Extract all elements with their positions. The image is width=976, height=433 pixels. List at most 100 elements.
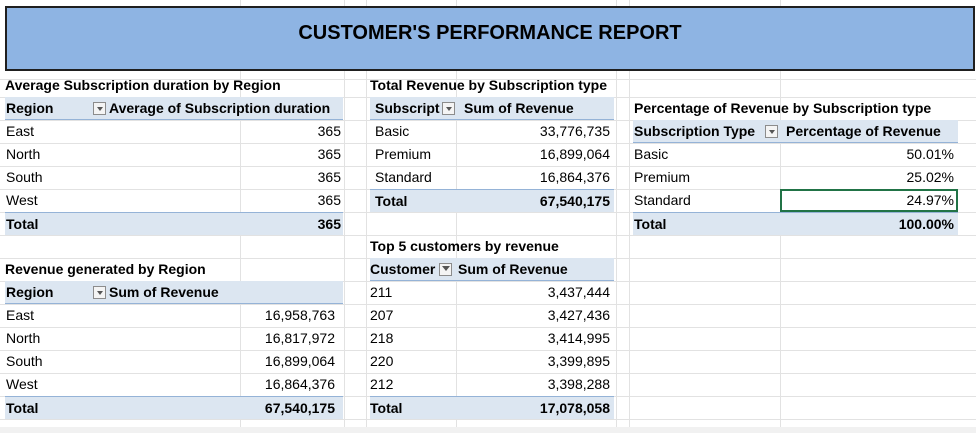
row-label: 218 — [370, 330, 394, 346]
row-label: Standard — [375, 169, 432, 185]
pivot-caption: Average Subscription duration by Region — [5, 77, 281, 93]
row-label: Basic — [634, 146, 669, 162]
row-value: 365 — [317, 123, 341, 139]
table-row[interactable]: 220 3,399,895 — [370, 350, 614, 373]
row-label: Premium — [634, 169, 691, 185]
row-label: 212 — [370, 376, 394, 392]
report-title-banner: CUSTOMER'S PERFORMANCE REPORT — [5, 6, 975, 71]
table-row[interactable]: 207 3,427,436 — [370, 304, 614, 327]
row-label: Standard — [634, 192, 691, 208]
table-row[interactable]: South 16,899,064 — [5, 350, 343, 373]
pivot-header-row: Customer Sum of Revenue — [370, 258, 614, 281]
pivot-total-row[interactable]: Total 100.00% — [633, 212, 958, 235]
total-label: Total — [6, 216, 39, 232]
pivot-caption: Revenue generated by Region — [5, 261, 206, 277]
table-row[interactable]: North 16,817,972 — [5, 327, 343, 350]
row-value: 16,864,376 — [539, 169, 610, 185]
pivot-header-row: Region Sum of Revenue — [5, 281, 343, 304]
pivot-total-row[interactable]: Total 365 — [5, 212, 343, 235]
row-label: Premium — [375, 146, 432, 162]
pivot-header-row: Subscript Sum of Revenue — [370, 97, 614, 120]
row-value: 3,414,995 — [547, 330, 610, 346]
row-value: 3,427,436 — [547, 307, 610, 323]
row-label: North — [6, 330, 41, 346]
row-label: South — [6, 169, 43, 185]
row-value: 25.02% — [906, 169, 954, 185]
table-row[interactable]: 212 3,398,288 — [370, 373, 614, 396]
header-sum-revenue: Sum of Revenue — [464, 100, 574, 116]
row-label: Basic — [375, 123, 410, 139]
header-subscription-type: Subscription Type — [634, 123, 756, 139]
pivot-total-row[interactable]: Total 67,540,175 — [370, 189, 614, 212]
table-row[interactable]: Basic 33,776,735 — [370, 120, 614, 143]
report-title: CUSTOMER'S PERFORMANCE REPORT — [298, 22, 682, 44]
table-row[interactable]: 218 3,414,995 — [370, 327, 614, 350]
row-value: 3,437,444 — [547, 284, 610, 300]
total-label: Total — [370, 400, 403, 416]
header-sum-revenue: Sum of Revenue — [109, 284, 219, 300]
row-value: 50.01% — [906, 146, 954, 162]
header-customer: Customer — [370, 261, 436, 277]
table-row[interactable]: East 365 — [5, 120, 343, 143]
pivot-header-row: Region Average of Subscription duration — [5, 97, 343, 120]
total-value: 67,540,175 — [539, 193, 610, 209]
total-value: 17,078,058 — [539, 400, 610, 416]
row-value: 16,864,376 — [264, 376, 335, 392]
total-label: Total — [634, 216, 667, 232]
pivot-percentage-revenue-by-type: Percentage of Revenue by Subscription ty… — [633, 97, 958, 235]
row-value: 365 — [317, 146, 341, 162]
header-sum-revenue: Sum of Revenue — [458, 261, 568, 277]
pivot-total-row[interactable]: Total 17,078,058 — [370, 396, 614, 419]
pivot-avg-duration-by-region: Average Subscription duration by Region … — [5, 74, 343, 235]
pivot-total-row[interactable]: Total 67,540,175 — [5, 396, 343, 419]
total-value: 365 — [317, 216, 341, 232]
table-row[interactable]: South 365 — [5, 166, 343, 189]
pivot-caption: Top 5 customers by revenue — [370, 238, 559, 254]
table-row[interactable]: North 365 — [5, 143, 343, 166]
total-value: 67,540,175 — [264, 400, 335, 416]
table-row[interactable]: West 365 — [5, 189, 343, 212]
header-region: Region — [6, 100, 54, 116]
table-row[interactable]: Premium 25.02% — [633, 166, 958, 189]
row-label: West — [6, 192, 38, 208]
row-label: 211 — [370, 284, 393, 300]
row-label: North — [6, 146, 41, 162]
pivot-revenue-by-region: Revenue generated by Region Region Sum o… — [5, 258, 343, 419]
row-value: 365 — [317, 192, 341, 208]
row-label: West — [6, 376, 38, 392]
row-value: 16,899,064 — [264, 353, 335, 369]
table-row[interactable]: Basic 50.01% — [633, 143, 958, 166]
pivot-revenue-by-subscription-type: Total Revenue by Subscription type Subsc… — [370, 74, 614, 212]
table-row[interactable]: Standard 16,864,376 — [370, 166, 614, 189]
table-row[interactable]: West 16,864,376 — [5, 373, 343, 396]
header-percentage-revenue: Percentage of Revenue — [786, 123, 941, 139]
row-label: 220 — [370, 353, 394, 369]
pivot-header-row: Subscription Type Percentage of Revenue — [633, 120, 958, 143]
row-value: 16,817,972 — [264, 330, 335, 346]
row-value: 16,899,064 — [539, 146, 610, 162]
pivot-caption: Percentage of Revenue by Subscription ty… — [634, 100, 932, 116]
pivot-caption: Total Revenue by Subscription type — [370, 77, 608, 93]
total-value: 100.00% — [898, 216, 954, 232]
row-label: South — [6, 353, 43, 369]
header-region: Region — [6, 284, 54, 300]
table-row[interactable]: Premium 16,899,064 — [370, 143, 614, 166]
row-value: 33,776,735 — [539, 123, 610, 139]
filter-dropdown-icon[interactable] — [93, 101, 106, 115]
filter-dropdown-icon[interactable] — [93, 285, 106, 299]
row-label: East — [6, 123, 35, 139]
table-row[interactable]: East 16,958,763 — [5, 304, 343, 327]
row-value: 3,399,895 — [547, 353, 610, 369]
pivot-top5-customers: Top 5 customers by revenue Customer Sum … — [370, 235, 614, 419]
filter-applied-icon[interactable] — [439, 262, 452, 276]
selected-cell[interactable]: 24.97% — [780, 189, 958, 212]
table-row[interactable]: Standard 24.97% — [633, 189, 958, 212]
header-avg-duration: Average of Subscription duration — [109, 100, 331, 116]
filter-dropdown-icon[interactable] — [765, 124, 778, 138]
row-value: 16,958,763 — [264, 307, 335, 323]
sheet-scroll-area[interactable] — [0, 427, 976, 433]
filter-dropdown-icon[interactable] — [442, 101, 455, 115]
table-row[interactable]: 211 3,437,444 — [370, 281, 614, 304]
row-value: 3,398,288 — [547, 376, 610, 392]
total-label: Total — [6, 400, 39, 416]
